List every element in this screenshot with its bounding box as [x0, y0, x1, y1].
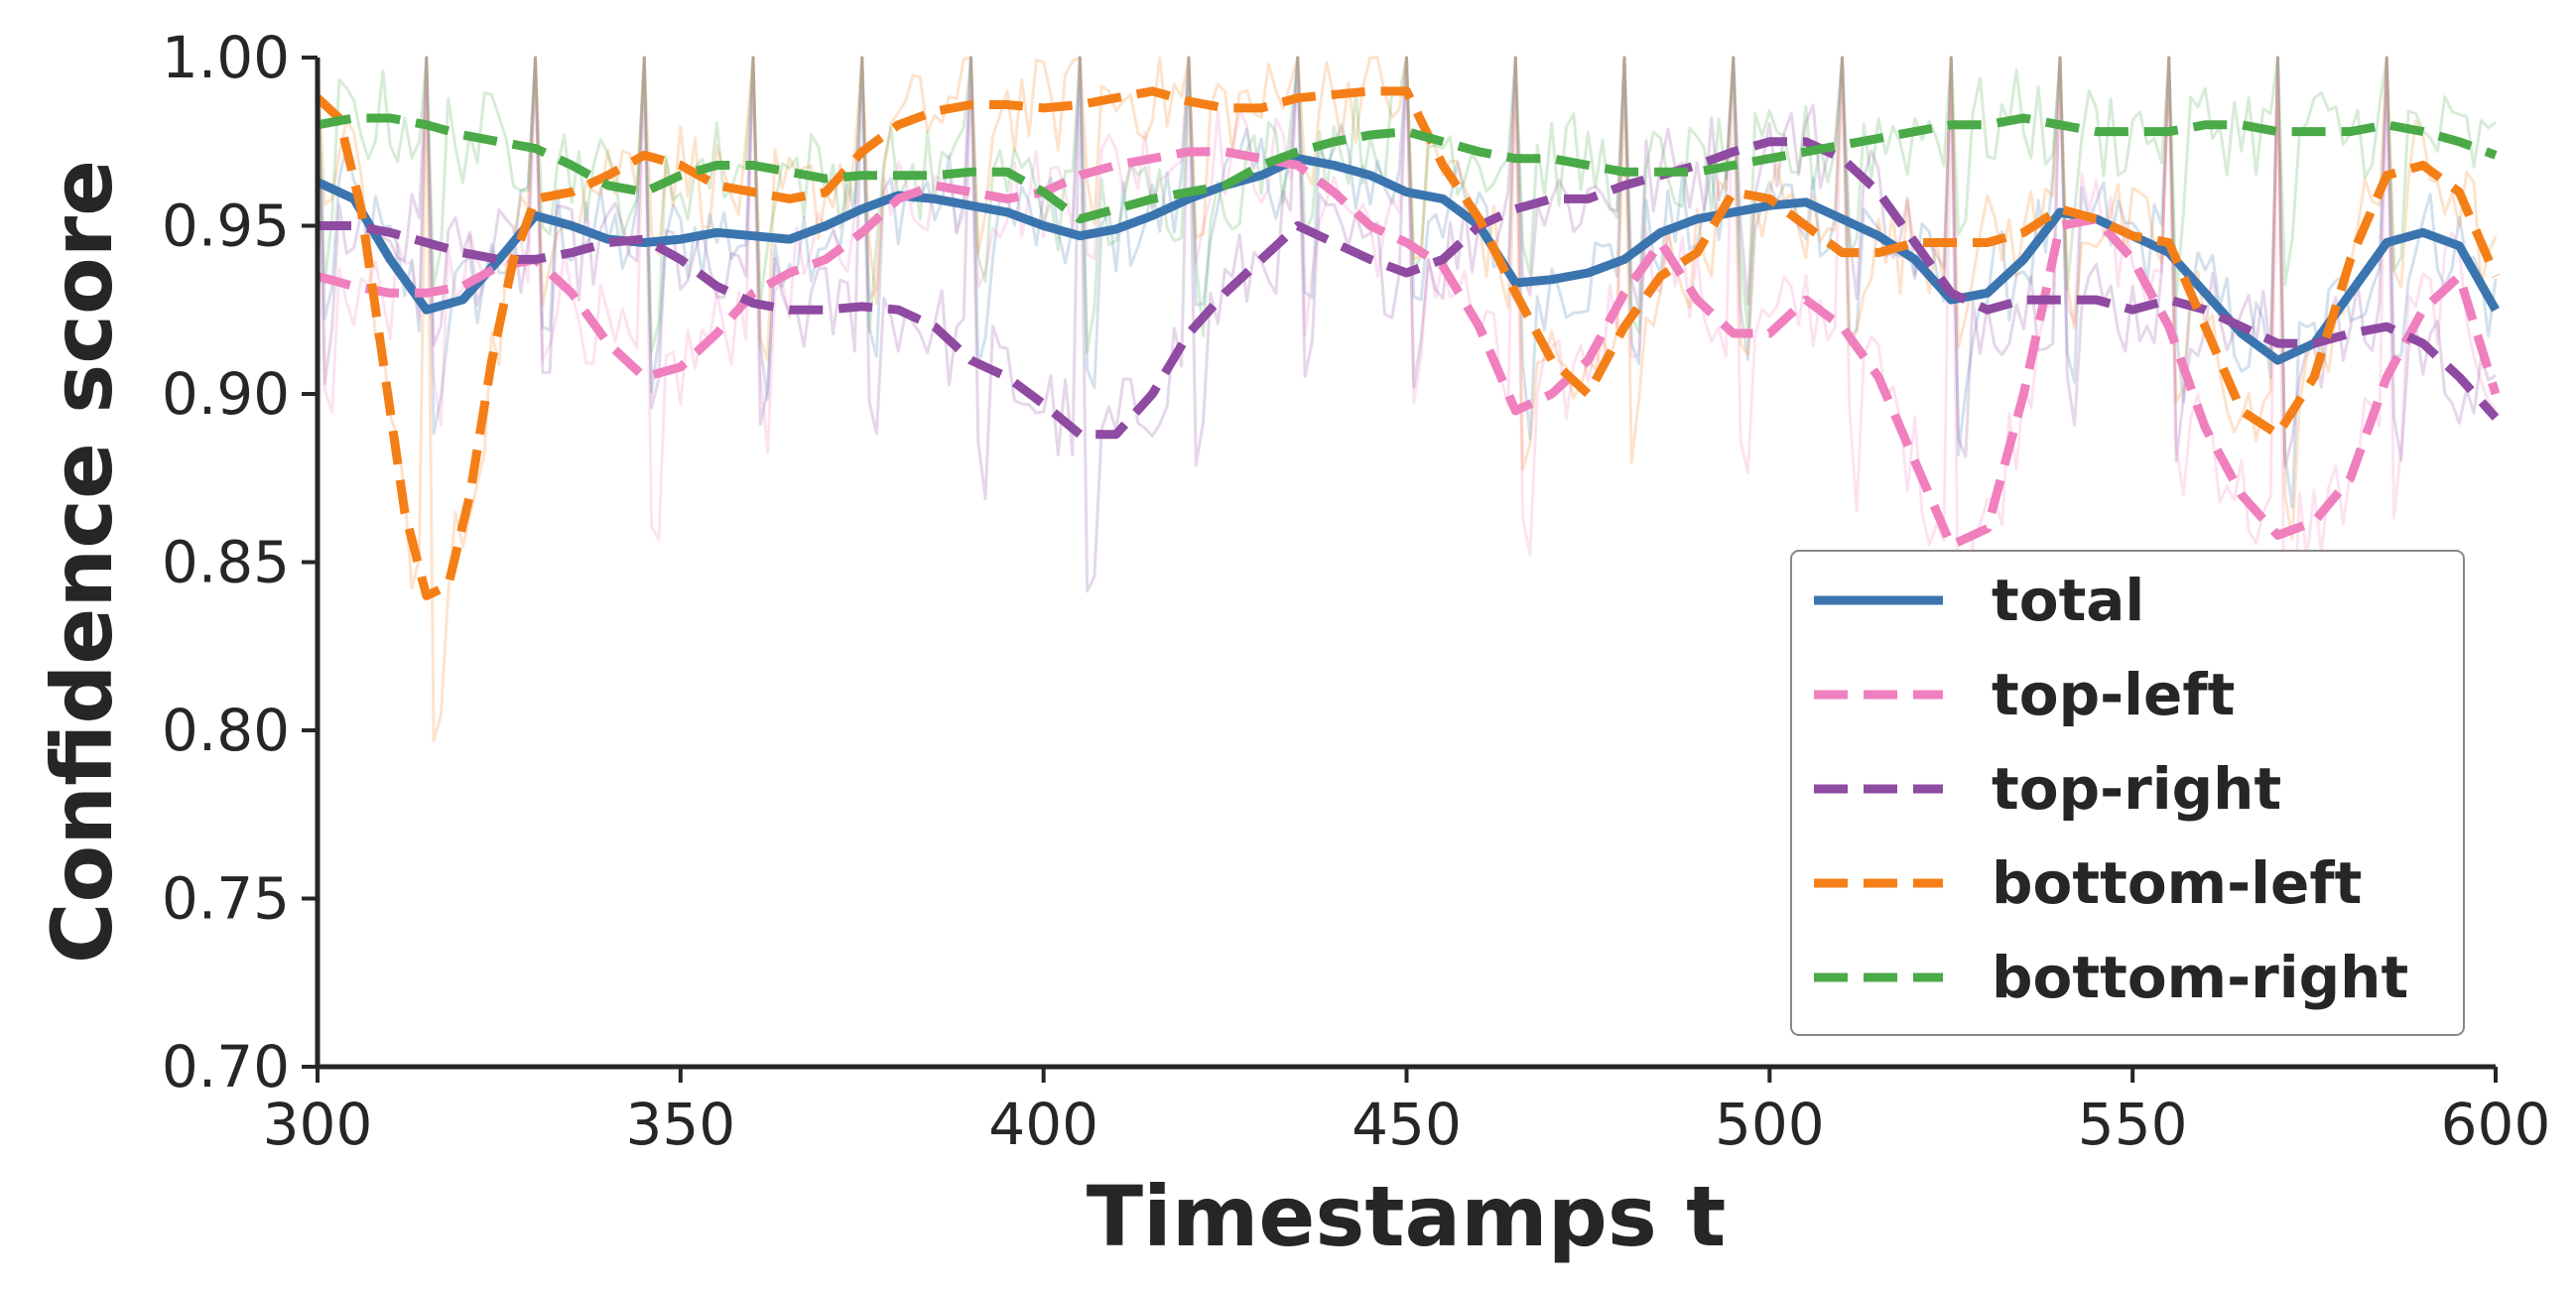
x-axis-title: Timestamps t — [1087, 1168, 1726, 1265]
x-tick-label: 450 — [1352, 1091, 1462, 1158]
raw-trace-bottom-left — [316, 56, 2498, 743]
y-axis-title: Confidence score — [34, 160, 131, 964]
y-tick-label: 0.85 — [162, 529, 290, 596]
raw-traces-layer — [316, 56, 2498, 743]
series-lines-layer — [314, 86, 2501, 600]
series-line-bottom-right — [317, 113, 2498, 224]
x-tick-label: 500 — [1715, 1091, 1825, 1158]
x-tick-label: 400 — [988, 1091, 1098, 1158]
y-tick-label: 0.70 — [162, 1033, 290, 1100]
raw-trace-total — [316, 56, 2498, 509]
legend-label-bottom-right: bottom-right — [1992, 944, 2408, 1011]
x-tick-label: 300 — [263, 1091, 373, 1158]
y-tick-label: 0.90 — [162, 360, 290, 428]
raw-trace-bottom-right — [316, 56, 2497, 354]
legend: total top-left top-right bottom-left bottom-… — [1790, 550, 2465, 1036]
x-tick-label: 550 — [2078, 1091, 2188, 1158]
y-tick-label: 0.95 — [162, 193, 290, 260]
legend-label-bottom-left: bottom-left — [1992, 849, 2362, 917]
raw-trace-top-right — [316, 56, 2497, 593]
y-tick-label: 1.00 — [162, 24, 290, 91]
legend-label-top-right: top-right — [1992, 755, 2281, 823]
legend-label-top-left: top-left — [1992, 661, 2235, 728]
ticks-layer: 300 350 400 450 500 550 600 0.70 0.75 0.80 0.85 0.9… — [162, 24, 2551, 1158]
raw-trace-top-left — [316, 56, 2498, 686]
legend-frame — [1790, 550, 2465, 1036]
y-tick-label: 0.80 — [162, 697, 290, 764]
x-tick-label: 350 — [625, 1091, 735, 1158]
series-line-top-left — [316, 147, 2501, 550]
y-tick-label: 0.75 — [162, 865, 290, 933]
series-line-top-right — [318, 137, 2500, 440]
legend-label-total: total — [1992, 567, 2144, 634]
x-tick-label: 600 — [2441, 1091, 2551, 1158]
series-line-bottom-left — [314, 86, 2501, 600]
